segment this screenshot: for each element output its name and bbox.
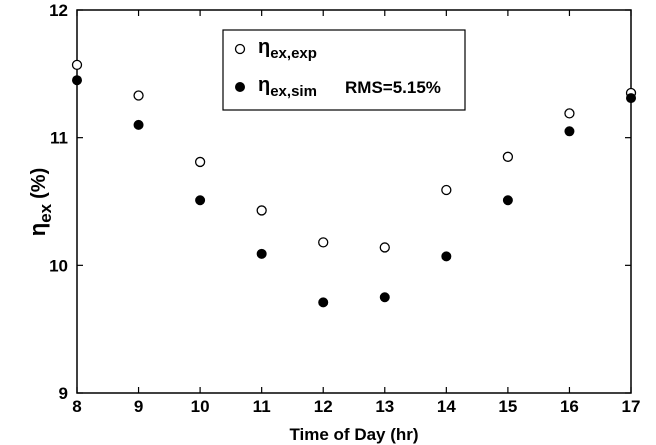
sim-point-16 xyxy=(564,126,575,137)
legend-box xyxy=(222,29,466,111)
exp-point-9 xyxy=(133,90,144,101)
sim-point-9 xyxy=(133,119,144,130)
x-tick-label: 10 xyxy=(191,397,210,416)
y-axis-label: ηex (%) xyxy=(25,168,55,236)
sim-point-8 xyxy=(72,75,82,86)
exp-point-8 xyxy=(71,59,83,71)
sim-point-11 xyxy=(256,248,267,259)
x-tick-label: 15 xyxy=(498,397,517,416)
x-axis: 8 9 10 11 12 13 14 15 16 17 xyxy=(72,10,640,416)
y-axis-label-subscript: ex xyxy=(36,203,55,222)
legend-label-sim: ηex,sim xyxy=(258,74,317,100)
exp-point-14 xyxy=(441,184,452,196)
x-tick-label: 17 xyxy=(622,397,641,416)
y-axis: 9 10 11 12 xyxy=(49,1,631,403)
legend-label-exp-subscript: ex,exp xyxy=(270,45,317,62)
exp-point-16 xyxy=(564,108,575,119)
y-tick-label: 10 xyxy=(49,256,68,275)
y-axis-label-symbol: η xyxy=(25,223,50,236)
legend-label-sim-symbol: η xyxy=(258,74,270,96)
sim-point-10 xyxy=(195,195,206,206)
x-tick-label: 12 xyxy=(314,397,333,416)
x-tick-label: 14 xyxy=(437,397,456,416)
sim-point-14 xyxy=(441,251,452,262)
exp-point-10 xyxy=(194,156,206,168)
y-tick-label: 12 xyxy=(49,1,68,20)
legend-marker-exp xyxy=(234,43,246,55)
y-tick-label: 11 xyxy=(50,129,68,148)
sim-point-15 xyxy=(502,195,513,206)
x-tick-label: 16 xyxy=(560,397,579,416)
rms-annotation: RMS=5.15% xyxy=(345,78,441,97)
y-axis-label-suffix: (%) xyxy=(28,168,50,199)
sim-point-17 xyxy=(626,93,636,104)
legend-marker-sim xyxy=(235,82,245,92)
x-tick-label: 13 xyxy=(375,397,394,416)
legend-label-exp-symbol: η xyxy=(258,36,270,58)
legend-label-exp: ηex,exp xyxy=(258,36,317,62)
sim-point-12 xyxy=(318,297,329,308)
x-tick-label: 11 xyxy=(253,397,271,416)
legend-label-sim-subscript: ex,sim xyxy=(270,83,317,100)
sim-point-13 xyxy=(379,292,390,303)
y-tick-label: 9 xyxy=(59,384,68,403)
data-markers xyxy=(71,59,637,308)
exp-point-12 xyxy=(318,237,329,248)
x-tick-label: 8 xyxy=(72,397,81,416)
legend: ηex,exp ηex,sim RMS=5.15% xyxy=(222,29,466,111)
x-axis-label: Time of Day (hr) xyxy=(289,425,418,444)
exp-point-11 xyxy=(256,205,267,216)
exp-point-13 xyxy=(379,242,390,253)
x-tick-label: 9 xyxy=(134,397,143,416)
exp-point-15 xyxy=(502,151,514,162)
